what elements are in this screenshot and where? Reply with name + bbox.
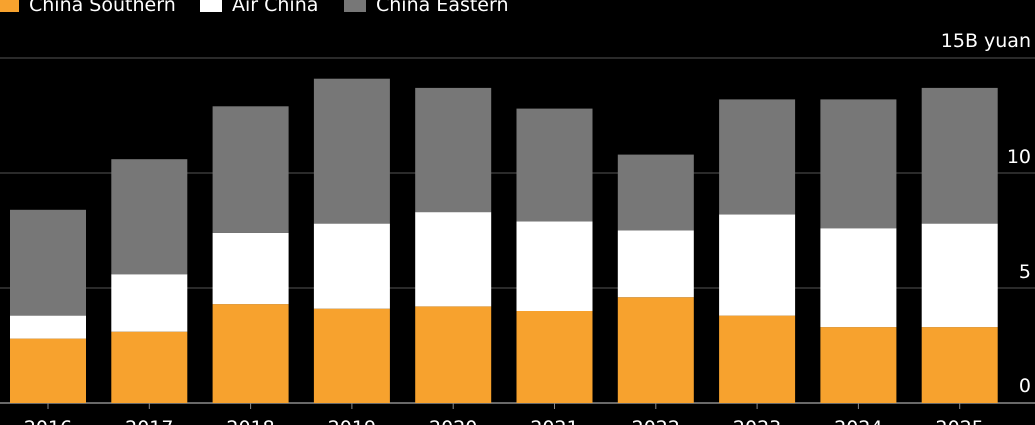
bar-china-southern-2023	[719, 315, 796, 403]
y-tick-label: 0	[1019, 375, 1031, 397]
x-tick-label: 2017	[125, 417, 173, 425]
legend-label: Air China	[232, 0, 318, 16]
bar-china-eastern-2024	[820, 99, 897, 229]
bar-china-eastern-2022	[617, 154, 694, 231]
x-tick-label: 2018	[226, 417, 274, 425]
bar-air-china-2024	[820, 228, 897, 328]
bar-china-southern-2020	[415, 306, 492, 403]
y-unit-label: 15B yuan	[941, 30, 1031, 52]
x-tick-label: 2020	[429, 417, 477, 425]
bar-china-eastern-2018	[212, 106, 289, 233]
bar-china-eastern-2019	[313, 78, 390, 224]
bar-china-eastern-2016	[10, 209, 86, 316]
bar-china-eastern-2025	[921, 87, 998, 224]
bar-china-eastern-2023	[719, 99, 796, 215]
bar-air-china-2021	[516, 221, 593, 311]
bar-china-southern-2019	[313, 308, 390, 403]
bar-china-eastern-2020	[415, 87, 492, 213]
x-tick-label: 2025	[936, 417, 984, 425]
legend-swatch	[0, 0, 19, 12]
legend-swatch	[344, 0, 366, 12]
bar-china-eastern-2017	[111, 159, 188, 275]
x-tick-label: 2016	[24, 417, 72, 425]
x-axis-ticks: 2016 2017 2018 2019 2020 2021 2022 2023 2024 2025	[24, 403, 984, 425]
bar-china-southern-2025	[921, 327, 998, 403]
x-tick-label: 2024	[834, 417, 882, 425]
x-tick-label: 2023	[733, 417, 781, 425]
bar-air-china-2023	[719, 214, 796, 316]
legend-label: China Eastern	[376, 0, 509, 16]
bar-china-eastern-2021	[516, 108, 593, 222]
y-tick-label: 5	[1019, 261, 1031, 283]
x-tick-label: 2019	[328, 417, 376, 425]
bar-air-china-2017	[111, 274, 188, 332]
bar-air-china-2018	[212, 232, 289, 305]
bar-china-southern-2021	[516, 311, 593, 403]
legend-label: China Southern	[29, 0, 176, 16]
bar-air-china-2022	[617, 230, 694, 298]
x-tick-label: 2022	[632, 417, 680, 425]
y-tick-label: 10	[1007, 146, 1031, 168]
bar-china-southern-2017	[111, 331, 188, 403]
x-tick-label: 2021	[530, 417, 578, 425]
legend: China Southern Air China China Eastern	[0, 0, 509, 16]
bar-china-southern-2018	[212, 304, 289, 403]
bars	[10, 78, 998, 403]
y-axis-ticks: 0 5 10 15B yuan	[941, 30, 1031, 397]
bar-air-china-2016	[10, 315, 86, 339]
bar-china-southern-2024	[820, 327, 897, 403]
legend-swatch	[200, 0, 222, 12]
bar-china-southern-2022	[617, 297, 694, 403]
bar-china-southern-2016	[10, 338, 86, 403]
bar-air-china-2019	[313, 223, 390, 309]
bar-air-china-2020	[415, 212, 492, 307]
bar-air-china-2025	[921, 223, 998, 328]
